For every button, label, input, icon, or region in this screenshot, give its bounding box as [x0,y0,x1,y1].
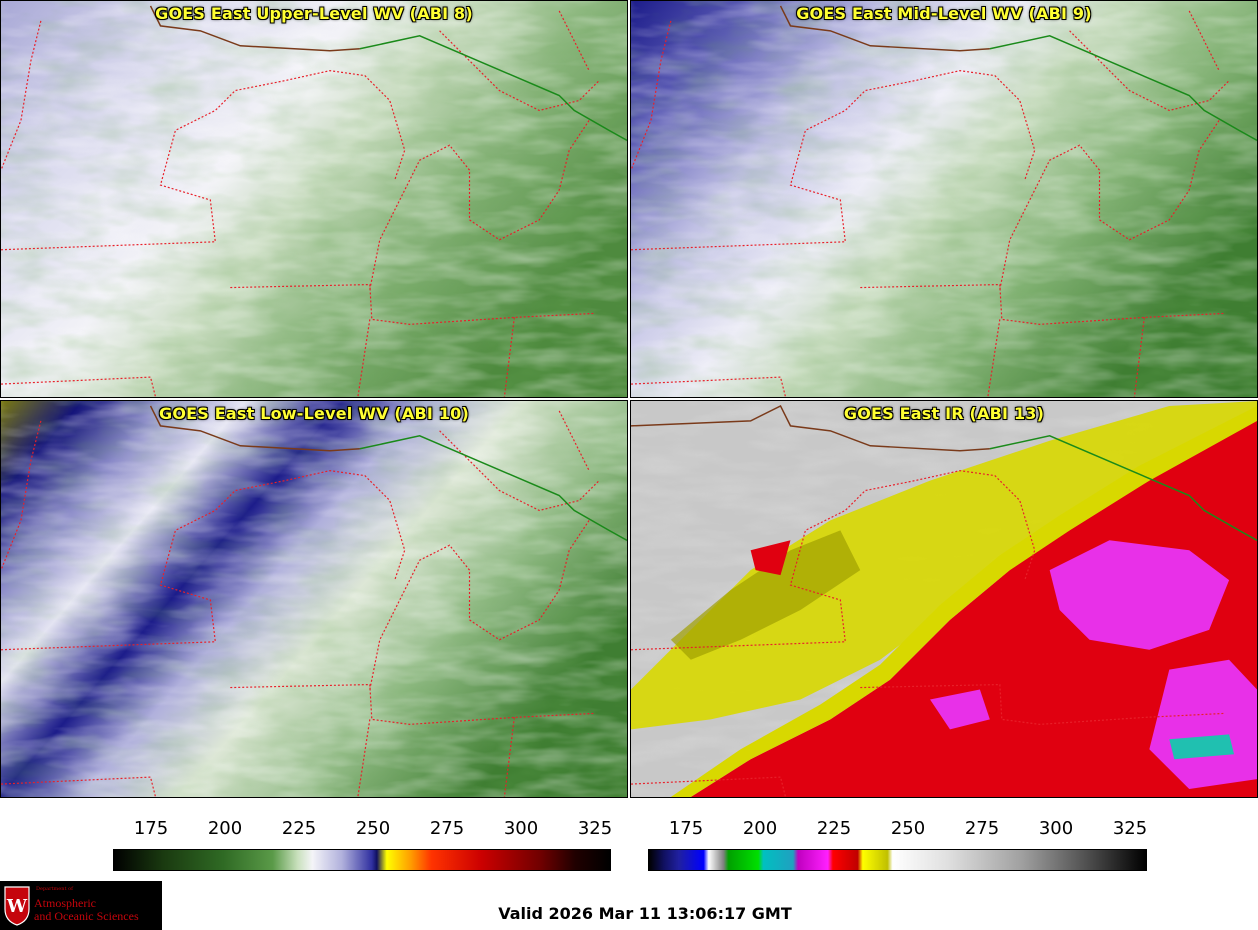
logo-dept: Department of [36,886,73,892]
ir-colorbar [648,849,1147,871]
logo-line-2: and Oceanic Sciences [34,909,139,923]
wv-tick: 275 [429,818,465,839]
low-wv-image [1,401,627,797]
panel-mid-wv: GOES East Mid-Level WV (ABI 9) [630,0,1258,398]
uw-crest-icon: W [4,886,30,926]
ir-image [631,401,1257,797]
wv-tick: 325 [577,818,613,839]
ir-tick: 300 [1038,818,1074,839]
wv-tick: 225 [281,818,317,839]
panel-low-wv: GOES East Low-Level WV (ABI 10) [0,400,628,798]
upper-wv-image [1,1,627,397]
ir-tick: 175 [668,818,704,839]
ir-colorbar-ticks: 175 200 225 250 275 300 325 [630,818,1258,842]
panel-title-upper: GOES East Upper-Level WV (ABI 8) [155,4,473,23]
wv-tick: 300 [503,818,539,839]
ir-tick: 275 [964,818,1000,839]
panel-title-mid: GOES East Mid-Level WV (ABI 9) [796,4,1092,23]
mid-wv-image [631,1,1257,397]
panel-title-low: GOES East Low-Level WV (ABI 10) [158,404,469,423]
ir-tick: 200 [742,818,778,839]
crest-letter: W [6,896,28,917]
valid-time: Valid 2026 Mar 11 13:06:17 GMT [498,904,792,923]
wv-tick: 250 [355,818,391,839]
logo-line-1: Atmospheric [34,896,96,910]
wv-tick: 175 [133,818,169,839]
aos-logo: W Department of Atmospheric and Oceanic … [0,881,162,930]
ir-tick: 325 [1112,818,1148,839]
panel-ir: GOES East IR (ABI 13) [630,400,1258,798]
wv-colorbar-ticks: 175 200 225 250 275 300 325 [0,818,628,842]
wv-colorbar [113,849,611,871]
wv-tick: 200 [207,818,243,839]
ir-tick: 225 [816,818,852,839]
ir-tick: 250 [890,818,926,839]
panel-title-ir: GOES East IR (ABI 13) [843,404,1045,423]
panel-upper-wv: GOES East Upper-Level WV (ABI 8) [0,0,628,398]
